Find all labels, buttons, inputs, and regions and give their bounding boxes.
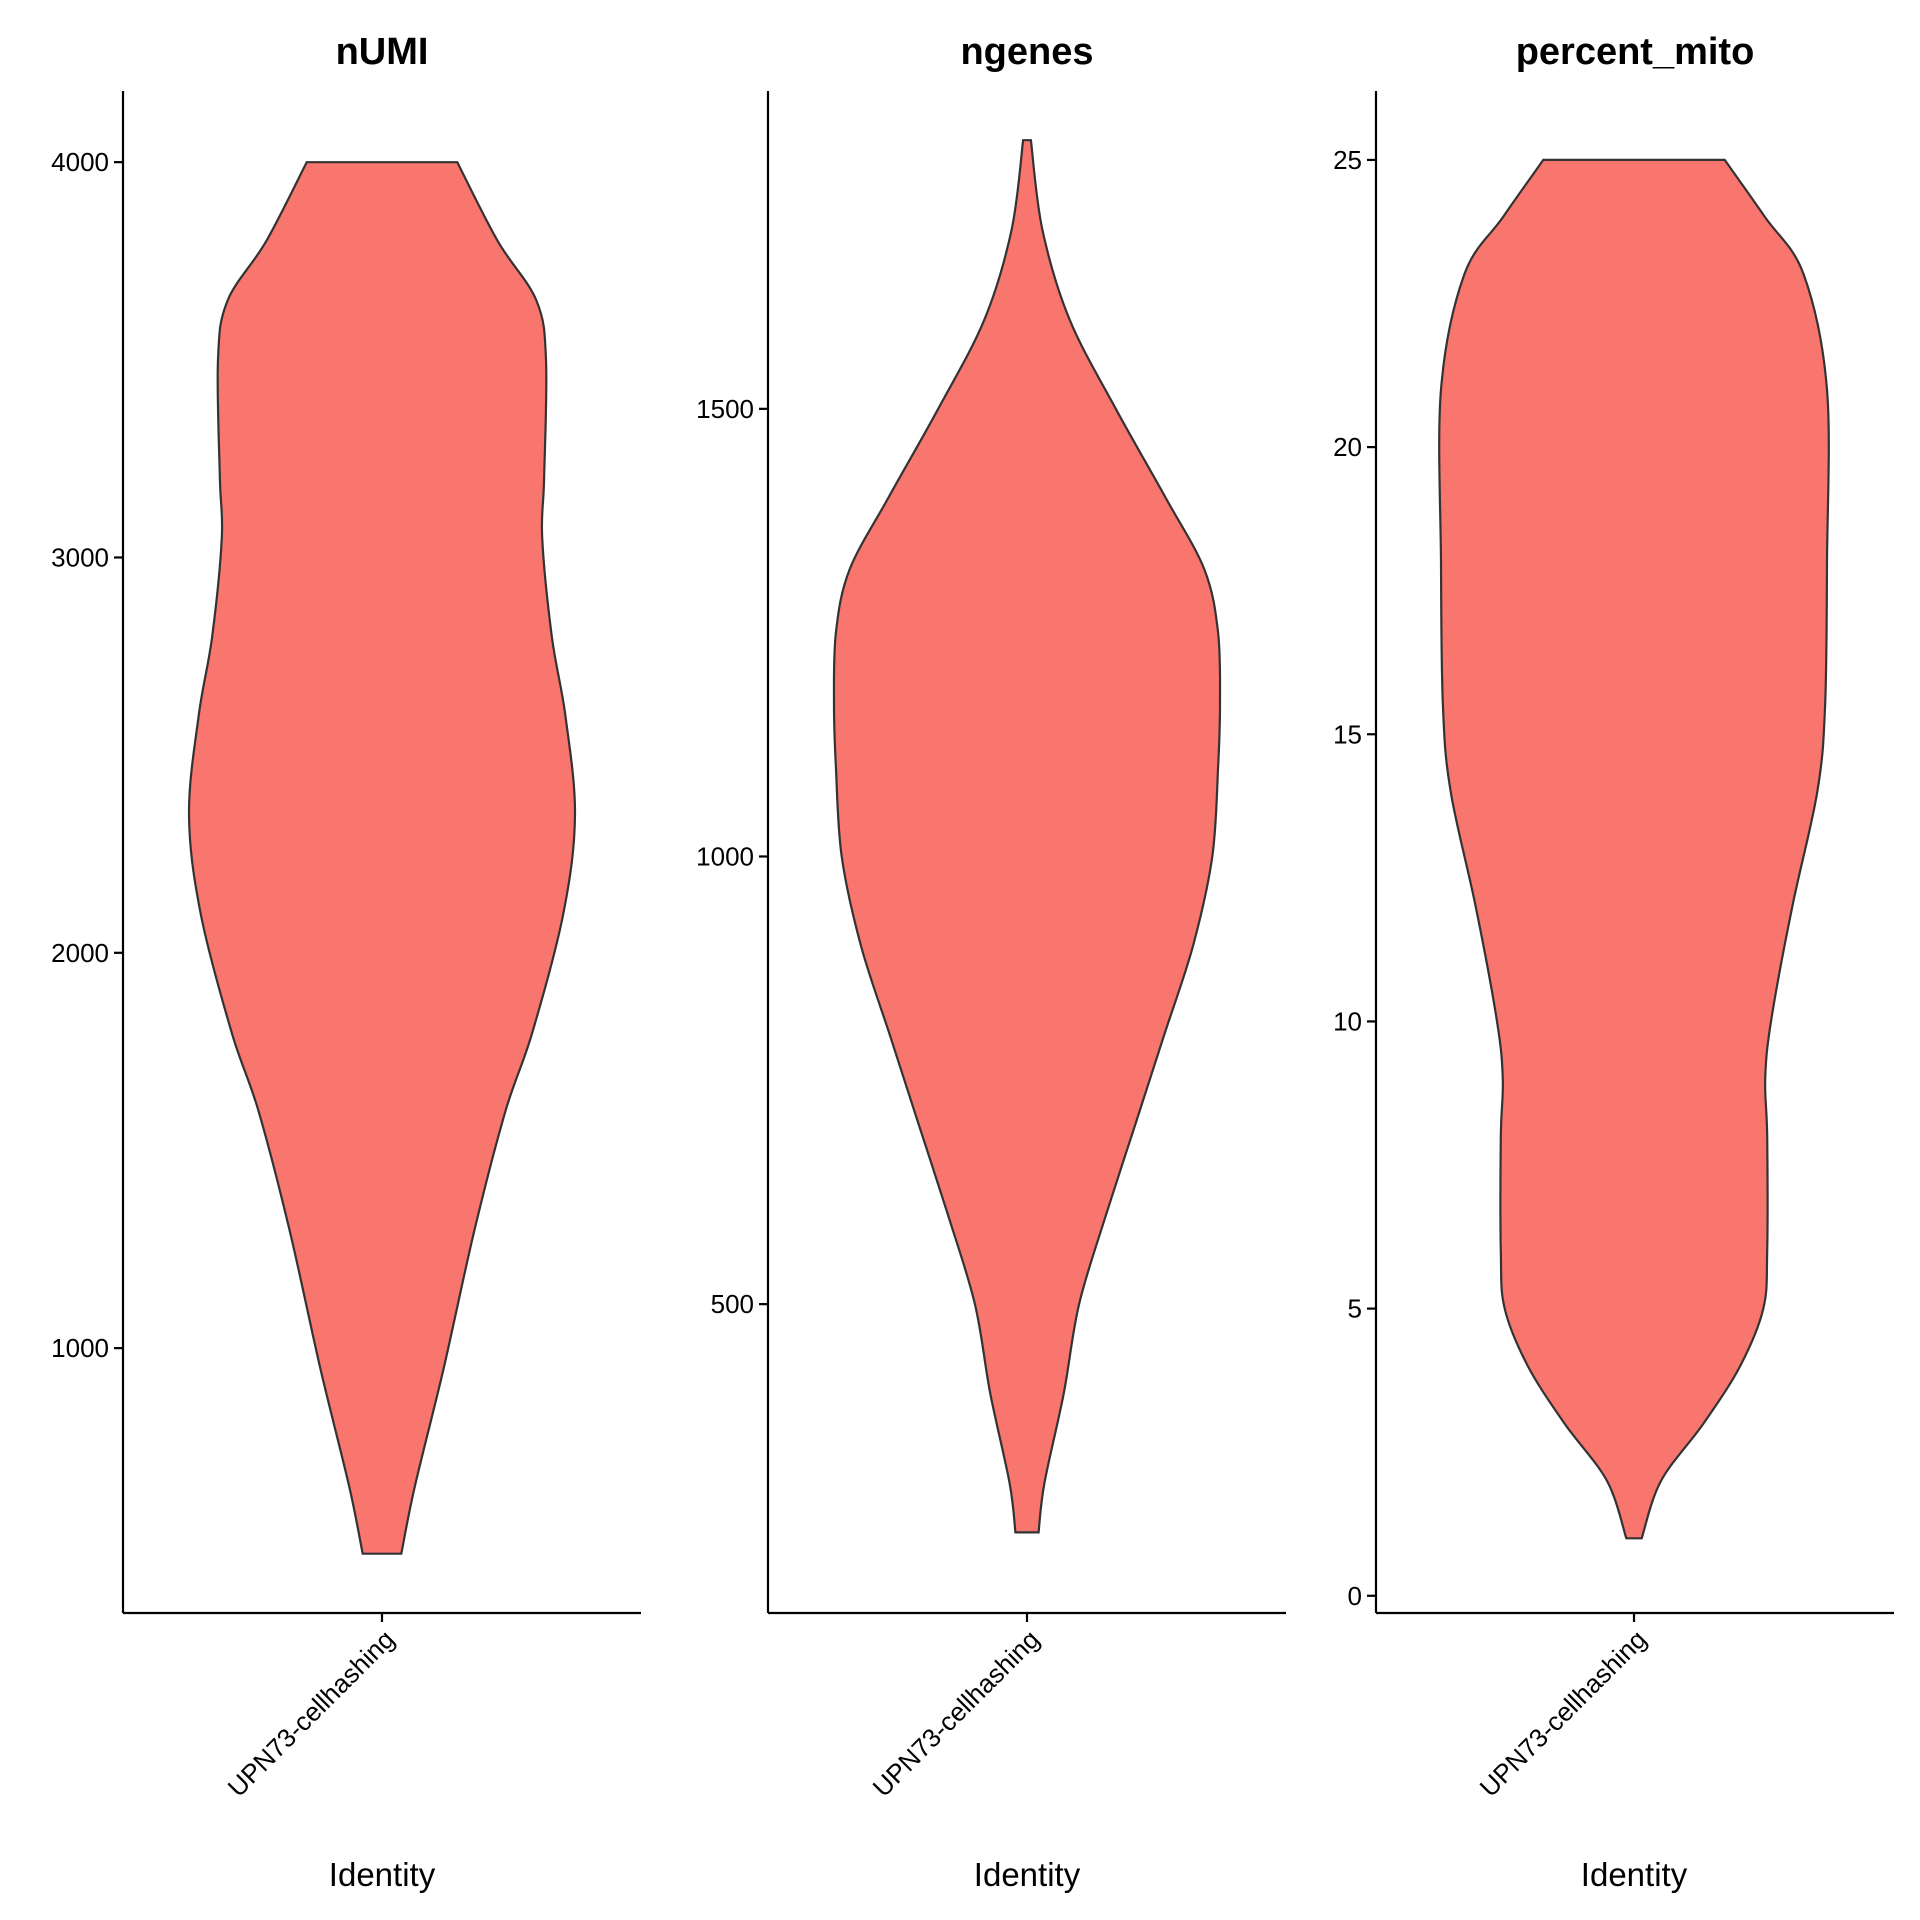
- violin-shape: [1438, 158, 1830, 1540]
- panel-0: nUMI 1000 2000 3000 4000 UPN73-cellhashing Ide…: [51, 31, 641, 1893]
- category-label: UPN73-cellhashing: [867, 1624, 1046, 1803]
- y-tick-label: 500: [711, 1289, 754, 1319]
- y-tick-label: 20: [1333, 432, 1362, 462]
- x-axis-title: Identity: [974, 1856, 1081, 1893]
- violin-shape: [832, 139, 1222, 1534]
- category-label: UPN73-cellhashing: [222, 1624, 401, 1803]
- panel-title: ngenes: [960, 31, 1093, 73]
- y-tick-label: 3000: [51, 542, 109, 572]
- y-tick-label: 1500: [696, 394, 754, 424]
- x-axis-title: Identity: [329, 1856, 436, 1893]
- x-axis-title: Identity: [1581, 1856, 1688, 1893]
- panel-title: nUMI: [336, 31, 429, 73]
- violin-shape: [187, 161, 577, 1555]
- y-tick-label: 5: [1348, 1294, 1362, 1324]
- panel-2: percent_mito 0 5 10 15 20 25 UPN73-cellhashing I…: [1333, 31, 1894, 1893]
- y-tick-label: 2000: [51, 938, 109, 968]
- y-tick-label: 1000: [696, 841, 754, 871]
- category-label: UPN73-cellhashing: [1474, 1624, 1653, 1803]
- panel-1: ngenes 500 1000 1500 UPN73-cellhashing Identi…: [696, 31, 1286, 1893]
- y-tick-label: 25: [1333, 145, 1362, 175]
- y-tick-label: 10: [1333, 1006, 1362, 1036]
- y-tick-label: 0: [1348, 1581, 1362, 1611]
- y-tick-label: 15: [1333, 719, 1362, 749]
- panel-title: percent_mito: [1516, 31, 1755, 73]
- y-tick-label: 1000: [51, 1333, 109, 1363]
- y-tick-label: 4000: [51, 147, 109, 177]
